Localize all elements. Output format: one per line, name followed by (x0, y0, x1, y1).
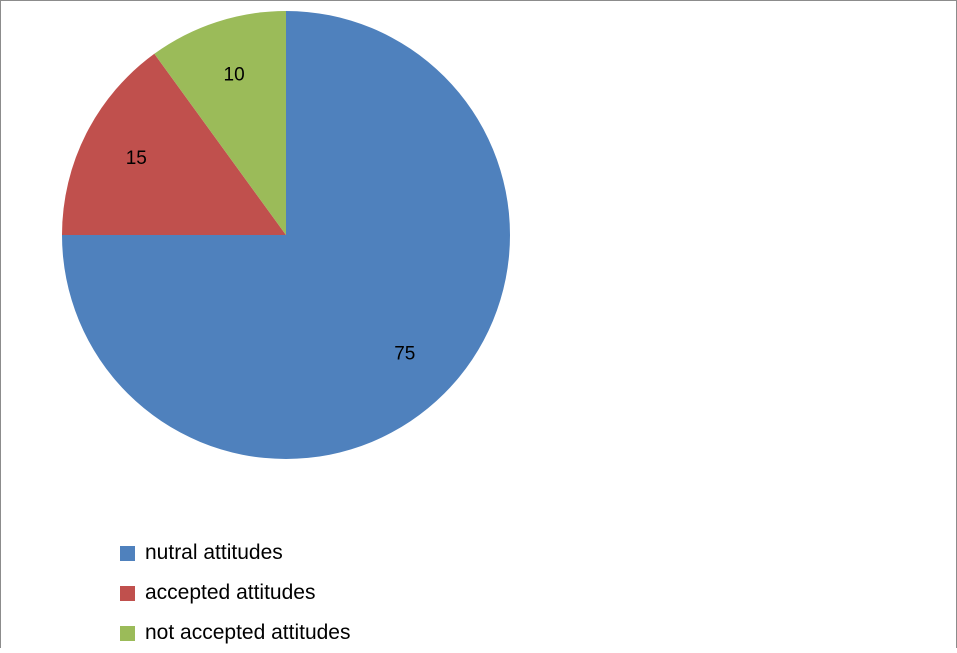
legend-label: not accepted attitudes (145, 621, 351, 644)
pie-slices (62, 11, 510, 459)
legend-item-accepted-attitudes: accepted attitudes (120, 573, 350, 613)
data-label-nutral-attitudes: 75 (394, 343, 415, 364)
legend-swatch (120, 625, 135, 641)
data-label-accepted-attitudes: 15 (126, 148, 147, 169)
legend-label: accepted attitudes (145, 581, 316, 604)
legend-swatch (120, 585, 135, 601)
legend-item-not-accepted-attitudes: not accepted attitudes (120, 613, 350, 653)
legend: nutral attitudes accepted attitudes not ac… (120, 533, 350, 653)
data-labels: 75 15 10 (126, 65, 416, 365)
data-label-not-accepted-attitudes: 10 (224, 65, 245, 86)
pie-slice-accepted-attitudes (62, 53, 286, 235)
legend-swatch (120, 545, 135, 561)
pie-slice-not-accepted-attitudes (154, 11, 286, 235)
legend-item-nutral-attitudes: nutral attitudes (120, 533, 350, 573)
legend-label: nutral attitudes (145, 541, 283, 564)
